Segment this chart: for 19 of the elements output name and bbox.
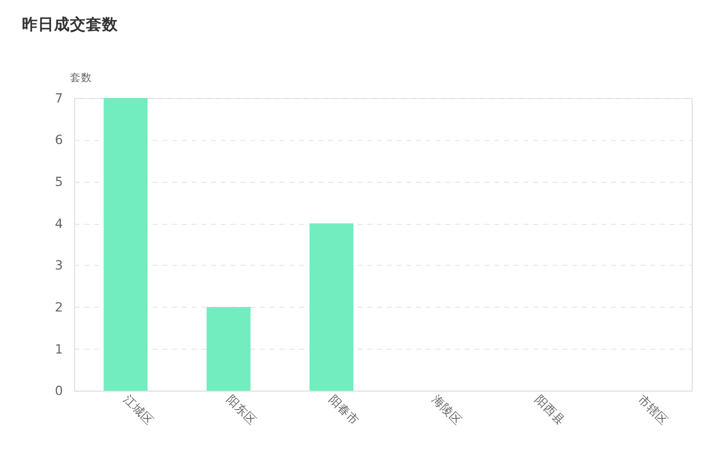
- y-tick-label: 3: [54, 258, 63, 273]
- x-tick-label: 阳西县: [532, 392, 568, 428]
- y-tick-label: 6: [54, 132, 63, 148]
- y-axis-title: 套数: [70, 70, 92, 84]
- y-tick-label: 7: [54, 90, 63, 106]
- x-tick-label: 市辖区: [635, 392, 671, 428]
- bar: [104, 98, 148, 391]
- y-tick-label: 2: [54, 299, 63, 314]
- bar: [206, 307, 250, 391]
- y-tick-label: 4: [54, 216, 63, 231]
- x-tick-label: 阳东区: [224, 392, 260, 428]
- y-tick-label: 1: [54, 341, 63, 356]
- y-tick-label: 0: [54, 383, 63, 398]
- y-tick-label: 5: [54, 174, 63, 190]
- x-tick-label: 海陵区: [430, 392, 465, 428]
- x-tick-label: 阳春市: [326, 392, 362, 428]
- x-tick-label: 江城区: [120, 392, 156, 428]
- chart-title: 昨日成交套数: [22, 14, 120, 34]
- bar: [310, 223, 354, 391]
